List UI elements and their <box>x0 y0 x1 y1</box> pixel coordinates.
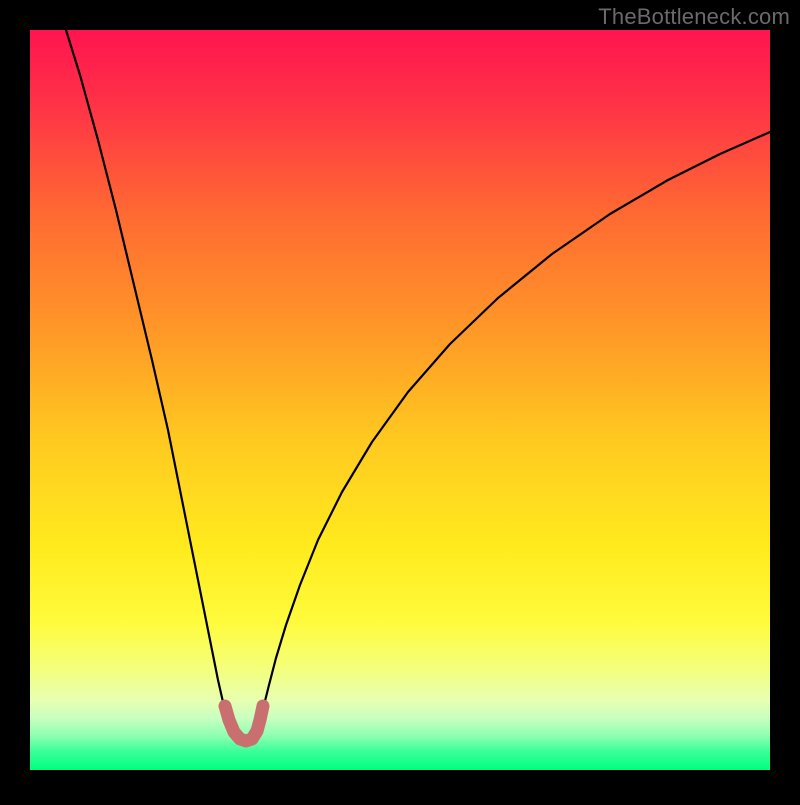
chart-svg <box>0 0 800 800</box>
plot-background <box>30 30 770 770</box>
chart-canvas <box>0 0 800 800</box>
watermark-text: TheBottleneck.com <box>598 4 790 30</box>
